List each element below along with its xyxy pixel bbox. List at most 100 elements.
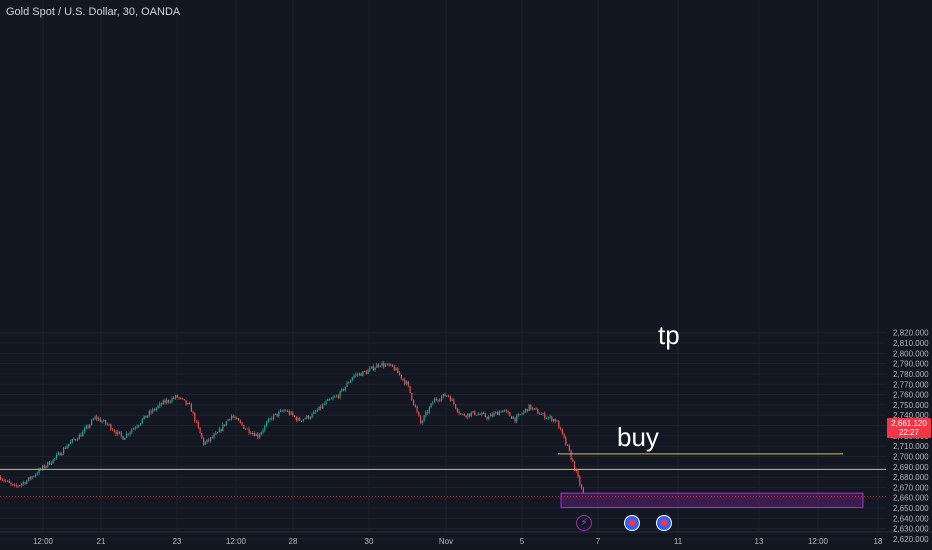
candle-body [385,364,387,367]
candle-body [325,401,327,405]
symbol-legend: Gold Spot / U.S. Dollar, 30, OANDA [6,6,181,18]
candle-body [119,431,121,433]
candle-body [428,407,430,413]
y-tick-label: 2,630.000 [893,525,929,534]
lightning-event-icon[interactable]: ⚡ [576,515,592,531]
candle-body [565,437,567,445]
candle-body [393,366,395,371]
candle-body [409,385,411,393]
candle-body [582,488,584,494]
candle-body [271,418,273,420]
candle-body [255,433,257,437]
candle-body [346,382,348,387]
candle-body [35,474,37,477]
candle-body [283,410,285,412]
candle-body [78,434,80,440]
candle-body [239,420,241,423]
candle-body [514,417,516,422]
candle-body [61,453,63,456]
candle-body [579,476,581,485]
candle-body [395,368,397,371]
candle-body [336,395,338,397]
candle-body [339,391,341,398]
candle-body [210,437,212,441]
buy-zone-rect [560,492,864,509]
candle-body [124,437,126,440]
candle-body [29,477,31,479]
candle-body [287,410,289,412]
candle-body [577,471,579,477]
us-flag-event-icon[interactable]: ● [624,515,640,531]
candle-body [175,395,177,399]
candle-body [43,465,45,468]
candle-body [348,382,350,384]
candle-body [481,413,483,415]
candle-body [439,400,441,401]
candle-body [203,437,205,445]
candle-body [554,419,556,422]
candle-body [227,419,229,422]
candle-body [190,404,192,412]
candle-body [52,459,54,464]
candle-body [486,416,488,419]
candle-body [530,404,532,410]
candle-body [136,426,138,428]
candle-body [413,399,415,405]
candle-body [572,459,574,462]
candle-body [176,395,178,398]
candle-body [259,435,261,438]
candle-body [329,399,331,401]
candle-body [330,398,332,400]
candle-body [217,432,219,434]
candle-body [316,410,318,412]
candle-body [241,422,243,426]
candle-body [157,405,159,409]
candle-body [246,428,248,430]
candle-body [57,452,59,455]
candle-body [581,484,583,489]
candle-body [365,371,367,374]
candle-body [161,403,163,405]
candle-body [159,403,161,406]
candle-body [92,419,94,421]
candle-body [434,398,436,403]
y-tick-label: 2,670.000 [893,483,929,492]
candle-body [253,433,255,437]
candle-body [229,419,231,420]
candle-body [537,409,539,414]
candle-body [75,439,77,441]
candle-body [306,415,308,419]
candle-body [234,417,236,419]
candle-body [509,412,511,417]
candle-body [505,410,507,412]
candle-body [166,399,168,403]
candle-body [404,379,406,384]
candle-body [99,418,101,422]
candle-body [427,412,429,413]
candle-body [273,414,275,419]
candle-body [512,417,514,419]
candle-body [236,418,238,419]
y-tick-label: 2,680.000 [893,473,929,482]
candle-body [483,413,485,414]
candle-body [59,452,61,456]
us-flag-event-icon-2[interactable]: ● [656,515,672,531]
candle-body [201,433,203,438]
candle-body [567,444,569,446]
y-tick-label: 2,750.000 [893,401,929,410]
candle-body [141,419,143,424]
candle-body [400,374,402,379]
x-tick-label: Nov [439,537,453,546]
candle-body [472,411,474,413]
candle-body [15,485,17,486]
candle-body [173,398,175,399]
candle-body [103,420,105,422]
x-tick-label: 28 [289,537,298,546]
candle-body [56,454,58,459]
candle-body [238,418,240,421]
candle-body [320,406,322,409]
candle-body [260,432,262,436]
candle-body [308,415,310,419]
